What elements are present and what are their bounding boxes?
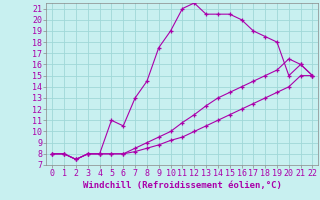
X-axis label: Windchill (Refroidissement éolien,°C): Windchill (Refroidissement éolien,°C) bbox=[83, 181, 282, 190]
